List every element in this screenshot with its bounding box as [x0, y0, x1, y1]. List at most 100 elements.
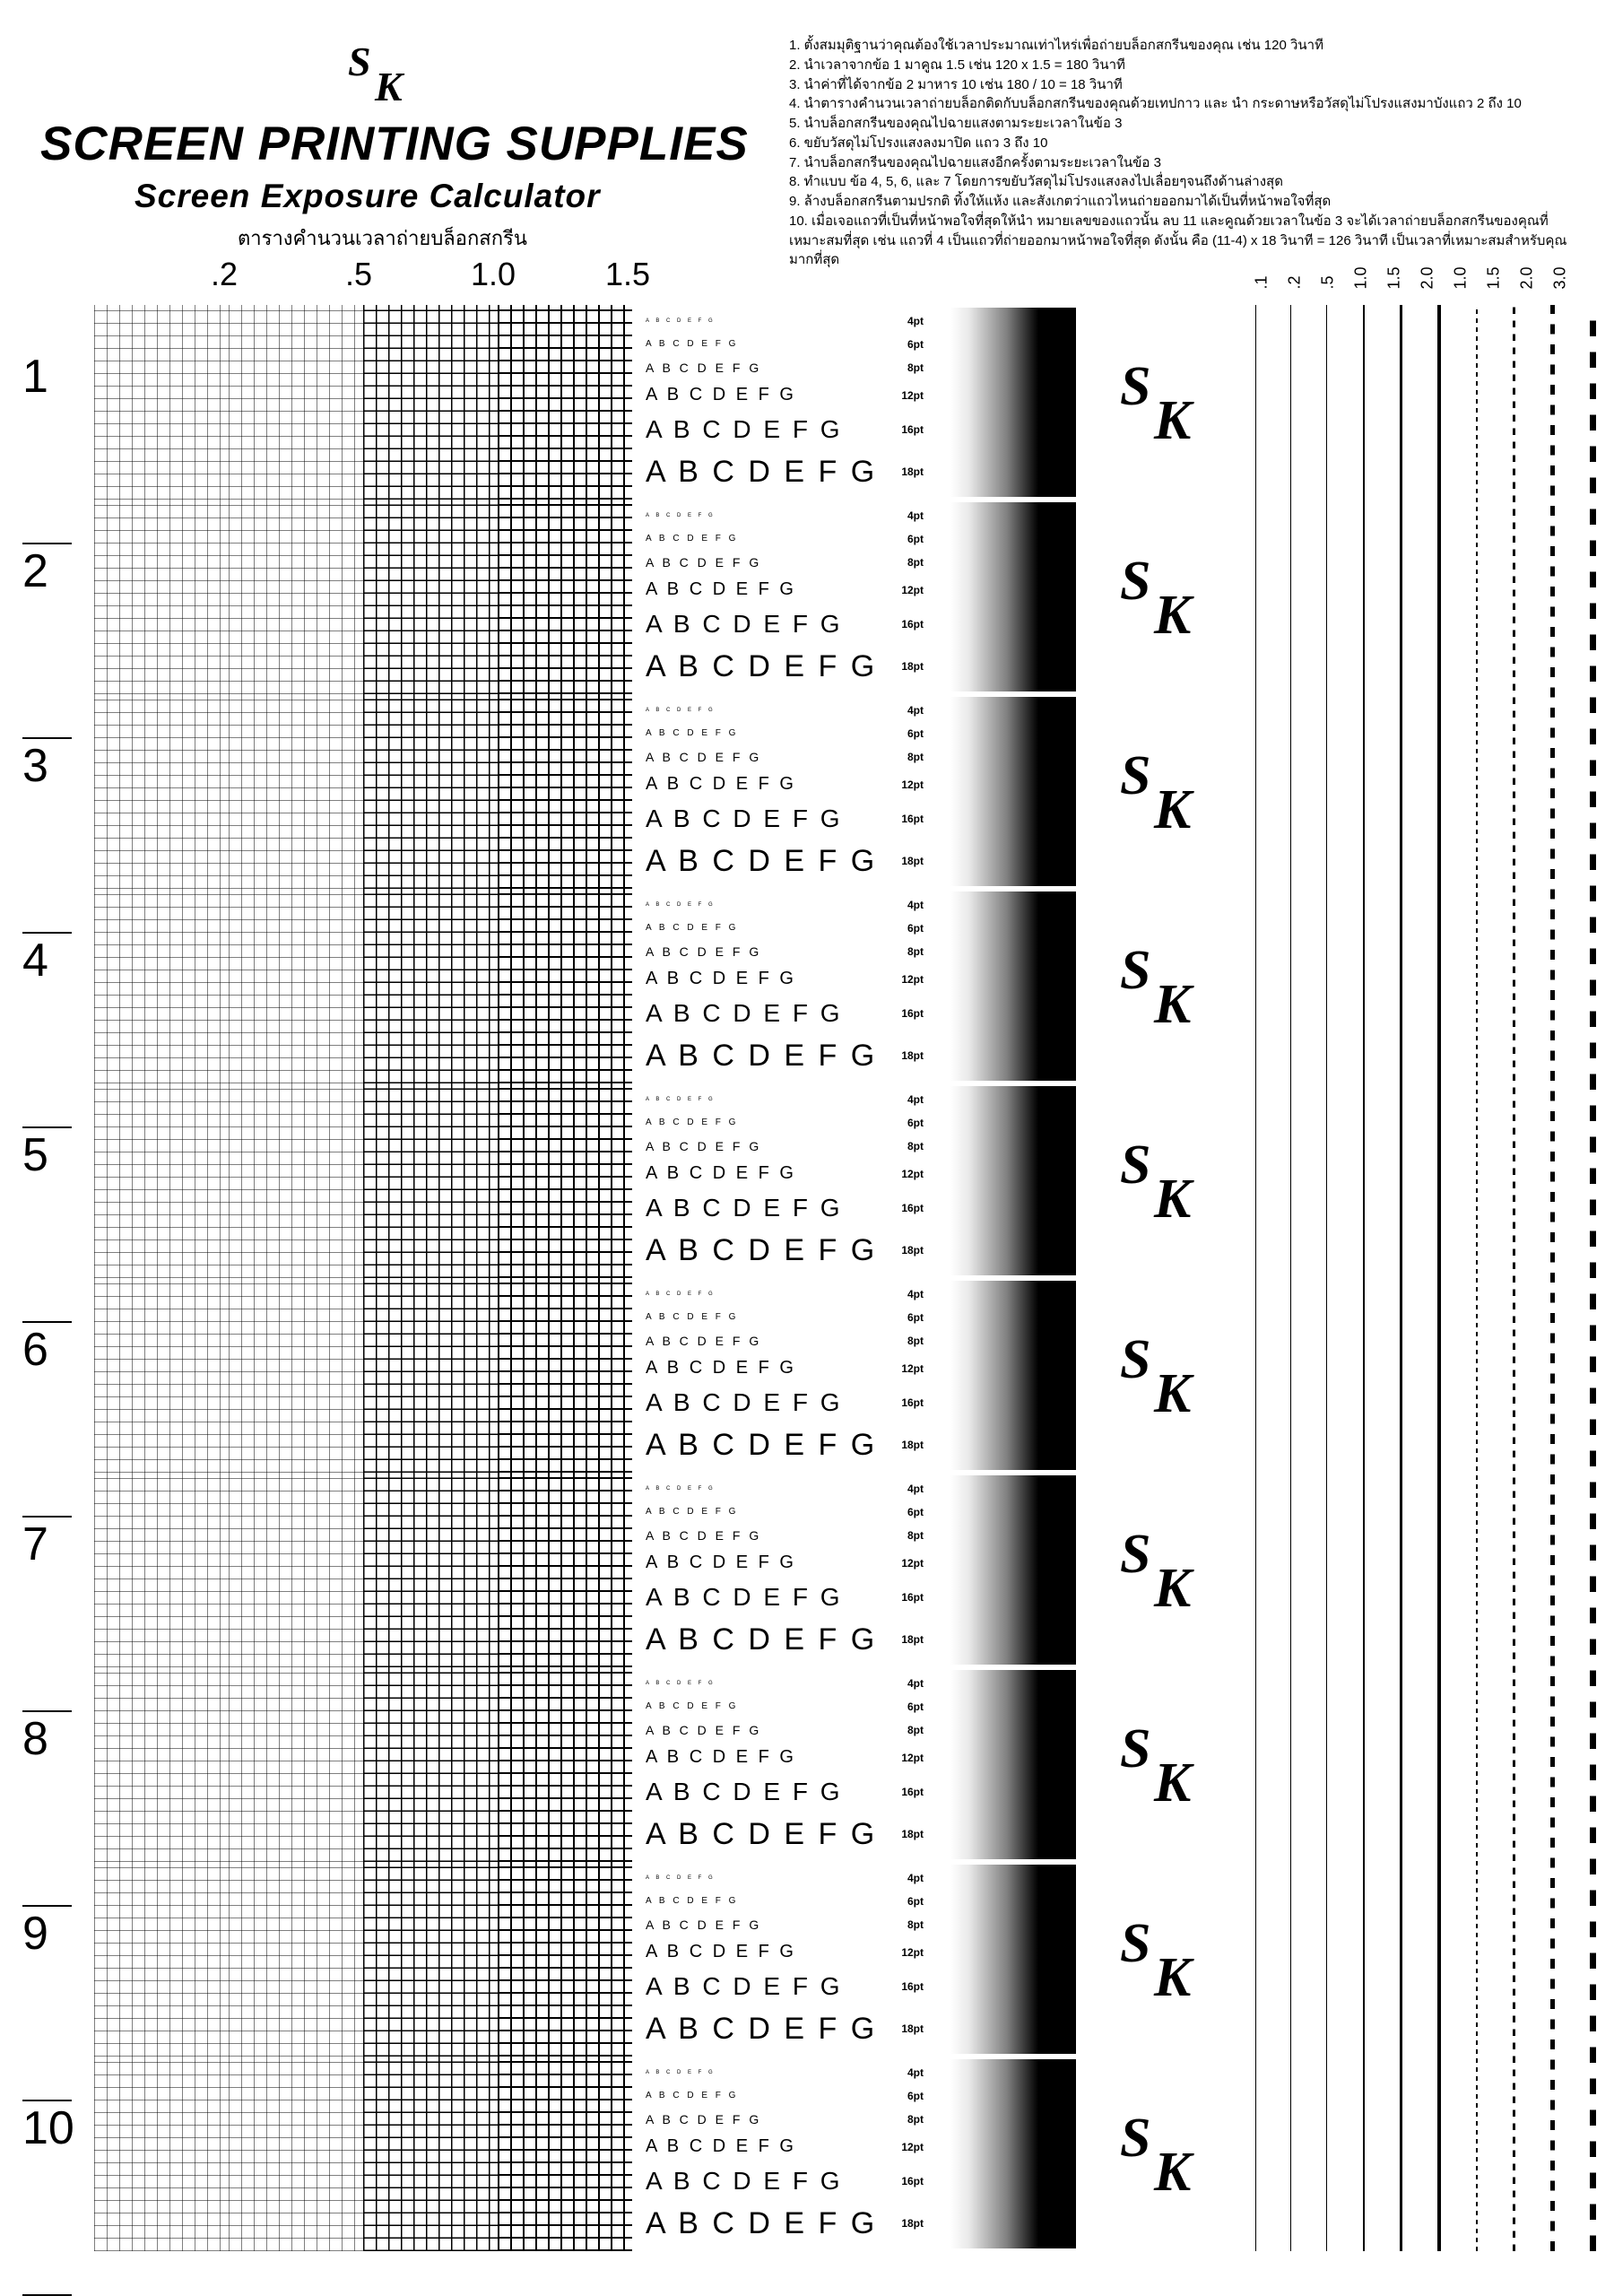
grid-row-label: 5	[22, 1128, 74, 1323]
instructions-text: 1. ตั้งสมมุติฐานว่าคุณต้องใช้เวลาประมาณเ…	[789, 36, 1578, 270]
abc-row: A B C D E F G16pt	[646, 1972, 924, 2001]
instruction-line: 2. นำเวลาจากข้อ 1 มาคูณ 1.5 เช่น 120 x 1…	[789, 56, 1578, 75]
svg-text:S: S	[1120, 1329, 1150, 1390]
sk-logo-cell: SK	[1094, 1862, 1228, 2057]
grid-row-label: 3	[22, 739, 74, 934]
ruler-lines	[1255, 305, 1596, 2251]
grid-texture-cell	[363, 694, 498, 889]
abc-row: A B C D E F G4pt	[646, 509, 924, 522]
grid-texture-cell	[94, 1667, 229, 1862]
abc-block: A B C D E F G4ptA B C D E F G6ptA B C D …	[646, 694, 924, 889]
abc-row: A B C D E F G18pt	[646, 1817, 924, 1852]
abc-row: A B C D E F G16pt	[646, 415, 924, 444]
sk-logo-cell: SK	[1094, 500, 1228, 694]
instruction-line: 10. เมื่อเจอแถวที่เป็นที่หน้าพอใจที่สุดใ…	[789, 212, 1578, 270]
grid-texture-column	[94, 305, 229, 2251]
abc-row: A B C D E F G6pt	[646, 922, 924, 935]
abc-row: A B C D E F G12pt	[646, 1747, 924, 1768]
abc-row: A B C D E F G8pt	[646, 750, 924, 764]
title-sub: Screen Exposure Calculator	[134, 178, 601, 215]
ruler-label: .2	[1286, 277, 1305, 290]
grid-texture-cell	[363, 2057, 498, 2251]
abc-row: A B C D E F G12pt	[646, 1163, 924, 1184]
abc-row: A B C D E F G12pt	[646, 1942, 924, 1962]
ruler-line	[1437, 305, 1442, 2251]
sk-logo-cell: SK	[1094, 2057, 1228, 2251]
grid-col-header: .5	[291, 256, 426, 293]
grid-texture-cell	[498, 500, 632, 694]
abc-row: A B C D E F G8pt	[646, 1528, 924, 1543]
svg-text:K: K	[1153, 974, 1194, 1035]
logo-top: S K	[341, 36, 421, 112]
abc-block: A B C D E F G4ptA B C D E F G6ptA B C D …	[646, 1083, 924, 1278]
ruler-label: .5	[1319, 277, 1338, 290]
abc-row: A B C D E F G8pt	[646, 1918, 924, 1932]
grid-texture-column	[498, 305, 632, 2251]
grid-texture-cell	[498, 1083, 632, 1278]
halftone-swatch	[950, 502, 1076, 691]
grid-row-numbers: 12345678910	[22, 350, 74, 2296]
abc-row: A B C D E F G12pt	[646, 1552, 924, 1573]
svg-text:K: K	[1153, 1169, 1194, 1230]
grid-texture-cell	[229, 1083, 363, 1278]
halftone-gradient-area	[950, 305, 1076, 2251]
abc-row: A B C D E F G18pt	[646, 1233, 924, 1268]
ruler-label: 2.0	[1419, 277, 1437, 290]
ruler-line	[1590, 305, 1596, 2251]
svg-text:S: S	[1120, 2108, 1150, 2169]
grid-col-header: .2	[157, 256, 291, 293]
grid-texture-column	[363, 305, 498, 2251]
grid-col-header: 1.0	[426, 256, 560, 293]
abc-row: A B C D E F G18pt	[646, 844, 924, 879]
grid-texture-cell	[229, 2057, 363, 2251]
ruler-label: 2.0	[1518, 277, 1537, 290]
abc-block: A B C D E F G4ptA B C D E F G6ptA B C D …	[646, 2057, 924, 2251]
instruction-line: 7. นำบล็อกสกรีนของคุณไปฉายแสงอีกครั้งตาม…	[789, 153, 1578, 173]
grid-texture-cell	[94, 2057, 229, 2251]
abc-row: A B C D E F G4pt	[646, 1677, 924, 1690]
sk-logo-cell: SK	[1094, 1473, 1228, 1667]
instruction-line: 8. ทำแบบ ข้อ 4, 5, 6, และ 7 โดยการขยับวั…	[789, 172, 1578, 192]
svg-text:S: S	[1120, 356, 1150, 417]
grid-texture-cell	[498, 1278, 632, 1473]
grid-texture-cell	[363, 305, 498, 500]
grid-col-header: 1.5	[560, 256, 695, 293]
grid-texture-cell	[229, 1473, 363, 1667]
abc-row: A B C D E F G8pt	[646, 944, 924, 959]
abc-text-area: A B C D E F G4pt A B C D E F G6pt A B C D …	[646, 305, 924, 2251]
abc-row: A B C D E F G18pt	[646, 1428, 924, 1463]
abc-block: A B C D E F G4ptA B C D E F G6ptA B C D …	[646, 1278, 924, 1473]
instruction-line: 6. ขยับวัสดุไม่โปรงแสงลงมาปิด แถว 3 ถึง …	[789, 134, 1578, 153]
svg-text:K: K	[374, 64, 405, 108]
grid-texture-cell	[94, 1278, 229, 1473]
abc-row: A B C D E F G12pt	[646, 579, 924, 600]
abc-row: A B C D E F G6pt	[646, 533, 924, 545]
svg-text:S: S	[1120, 1135, 1150, 1196]
ruler-labels: .1.2.51.01.52.01.01.52.03.0	[1255, 274, 1566, 292]
grid-texture-cell	[229, 305, 363, 500]
grid-texture-cell	[363, 1278, 498, 1473]
abc-row: A B C D E F G18pt	[646, 1039, 924, 1074]
halftone-swatch	[950, 1086, 1076, 1275]
abc-row: A B C D E F G12pt	[646, 1358, 924, 1378]
ruler-label: 1.5	[1485, 277, 1504, 290]
abc-block: A B C D E F G4ptA B C D E F G6ptA B C D …	[646, 1862, 924, 2057]
halftone-swatch	[950, 308, 1076, 497]
grid-row-label: 4	[22, 934, 74, 1128]
grid-texture-cell	[229, 500, 363, 694]
title-main: SCREEN PRINTING SUPPLIES	[40, 117, 749, 171]
svg-text:K: K	[1153, 2142, 1194, 2203]
abc-row: A B C D E F G16pt	[646, 1778, 924, 1806]
grid-texture-cell	[498, 694, 632, 889]
abc-row: A B C D E F G4pt	[646, 704, 924, 717]
grid-texture-cell	[229, 694, 363, 889]
grid-texture-cell	[229, 1862, 363, 2057]
halftone-swatch	[950, 1865, 1076, 2054]
ruler-label: 1.0	[1452, 277, 1471, 290]
abc-row: A B C D E F G6pt	[646, 338, 924, 351]
ruler-line	[1476, 305, 1478, 2251]
grid-texture-cell	[94, 1473, 229, 1667]
abc-row: A B C D E F G12pt	[646, 969, 924, 989]
grid-texture-cell	[363, 1667, 498, 1862]
svg-text:S: S	[1120, 940, 1150, 1001]
